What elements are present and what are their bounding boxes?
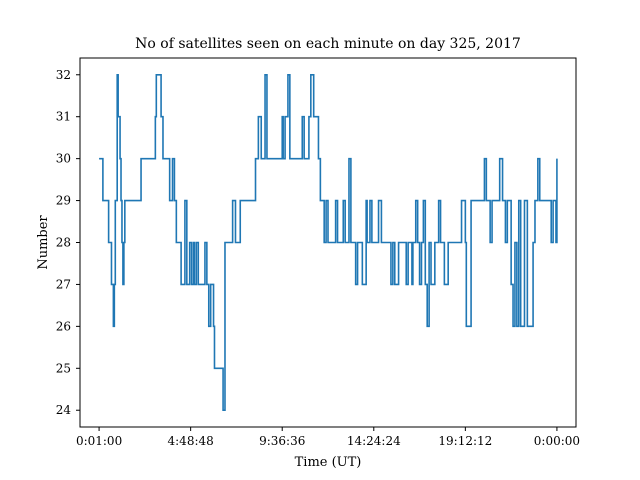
y-axis-label: Number <box>36 215 51 270</box>
x-tick-label: 19:12:12 <box>438 434 492 448</box>
y-tick-label: 26 <box>56 319 71 333</box>
x-axis-label: Time (UT) <box>295 455 362 470</box>
series-layer <box>99 73 558 412</box>
y-tick-label: 30 <box>56 152 71 166</box>
y-tick-label: 28 <box>56 236 71 250</box>
y-tick-label: 31 <box>56 110 71 124</box>
series-line-satellites <box>99 73 558 412</box>
x-tick-label: 0:01:00 <box>76 434 122 448</box>
x-tick-label: 14:24:24 <box>347 434 401 448</box>
x-tick-label: 0:00:00 <box>534 434 580 448</box>
x-tick-label: 9:36:36 <box>259 434 305 448</box>
plot-frame <box>79 57 577 428</box>
y-tick-label: 27 <box>56 277 71 291</box>
y-tick-label: 25 <box>56 361 71 375</box>
x-tick-label: 4:48:48 <box>168 434 214 448</box>
y-tick-label: 32 <box>56 68 71 82</box>
y-tick-label: 29 <box>56 194 71 208</box>
x-axis: 0:01:00 4:48:48 9:36:36 14:24:24 19:12:12 0:0… <box>76 427 580 448</box>
y-axis: 24 25 26 27 28 29 30 31 32 <box>56 68 80 417</box>
y-tick-label: 24 <box>56 403 72 417</box>
chart-title: No of satellites seen on each minute on … <box>135 36 521 52</box>
